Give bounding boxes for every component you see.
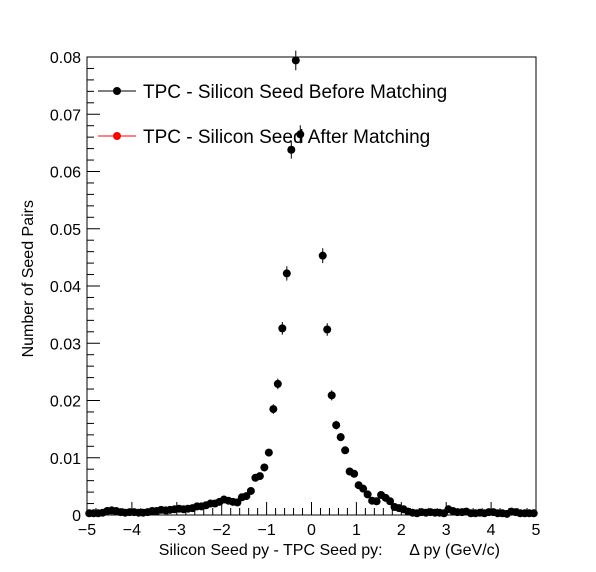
data-point xyxy=(291,56,300,65)
y-axis: 0 0.01 0.02 0.03 0.04 0.05 0.06 0.07 0.08 xyxy=(50,50,100,525)
data-point xyxy=(269,405,278,414)
y-tick-label: 0.08 xyxy=(50,50,81,67)
x-tick-label: 5 xyxy=(532,522,541,539)
legend-marker-before xyxy=(113,87,121,95)
data-point xyxy=(296,130,305,139)
data-point xyxy=(278,324,287,333)
series-0 xyxy=(85,50,538,518)
y-tick-label: 0.05 xyxy=(50,222,81,239)
data-point xyxy=(255,472,264,481)
x-tick-label: 0 xyxy=(307,522,316,539)
x-tick-label: 2 xyxy=(397,522,406,539)
data-point xyxy=(363,490,372,499)
legend: TPC - Silicon Seed Before Matching TPC -… xyxy=(98,82,447,148)
x-tick-label: −5 xyxy=(78,522,96,539)
data-point xyxy=(318,251,327,260)
data-point xyxy=(233,498,242,507)
y-tick-label: 0.06 xyxy=(50,165,81,182)
data-point xyxy=(372,497,381,506)
y-axis-title: Number of Seed Pairs xyxy=(20,200,37,357)
y-tick-label: 0.07 xyxy=(50,107,81,124)
y-tick-label: 0.04 xyxy=(50,279,81,296)
data-point xyxy=(359,484,368,493)
x-tick-label: −2 xyxy=(213,522,231,539)
legend-label-after: TPC - Silicon Seed After Matching xyxy=(143,127,430,148)
x-axis: −5 −4 −3 −2 −1 0 1 2 3 4 5 xyxy=(78,502,541,539)
data-point xyxy=(264,448,273,457)
data-point xyxy=(282,269,291,278)
x-axis-title: Silicon Seed py - TPC Seed py: Δ py (GeV… xyxy=(159,542,500,559)
data-point xyxy=(242,492,251,501)
plot-frame xyxy=(86,56,537,516)
y-tick-label: 0.01 xyxy=(50,451,81,468)
data-point xyxy=(273,379,282,388)
x-tick-label: 4 xyxy=(487,522,496,539)
data-point xyxy=(323,325,332,334)
x-tick-label: 3 xyxy=(442,522,451,539)
data-point xyxy=(386,497,395,506)
x-tick-label: −3 xyxy=(168,522,186,539)
data-point xyxy=(341,446,350,455)
legend-entry-before: TPC - Silicon Seed Before Matching xyxy=(98,82,447,103)
data-series xyxy=(85,50,538,518)
legend-label-before: TPC - Silicon Seed Before Matching xyxy=(143,82,447,103)
legend-marker-after xyxy=(113,132,121,140)
legend-entry-after: TPC - Silicon Seed After Matching xyxy=(98,127,430,148)
y-tick-label: 0.03 xyxy=(50,336,81,353)
y-tick-label: 0 xyxy=(72,508,81,525)
data-point xyxy=(332,421,341,430)
data-point xyxy=(327,391,336,400)
x-tick-label: −1 xyxy=(257,522,275,539)
data-point xyxy=(246,486,255,495)
data-point xyxy=(260,463,269,472)
data-point xyxy=(336,433,345,442)
x-tick-label: 1 xyxy=(352,522,361,539)
data-point xyxy=(287,145,296,154)
x-tick-label: −4 xyxy=(123,522,141,539)
data-point xyxy=(529,509,538,518)
data-point xyxy=(350,469,359,478)
y-tick-label: 0.02 xyxy=(50,394,81,411)
